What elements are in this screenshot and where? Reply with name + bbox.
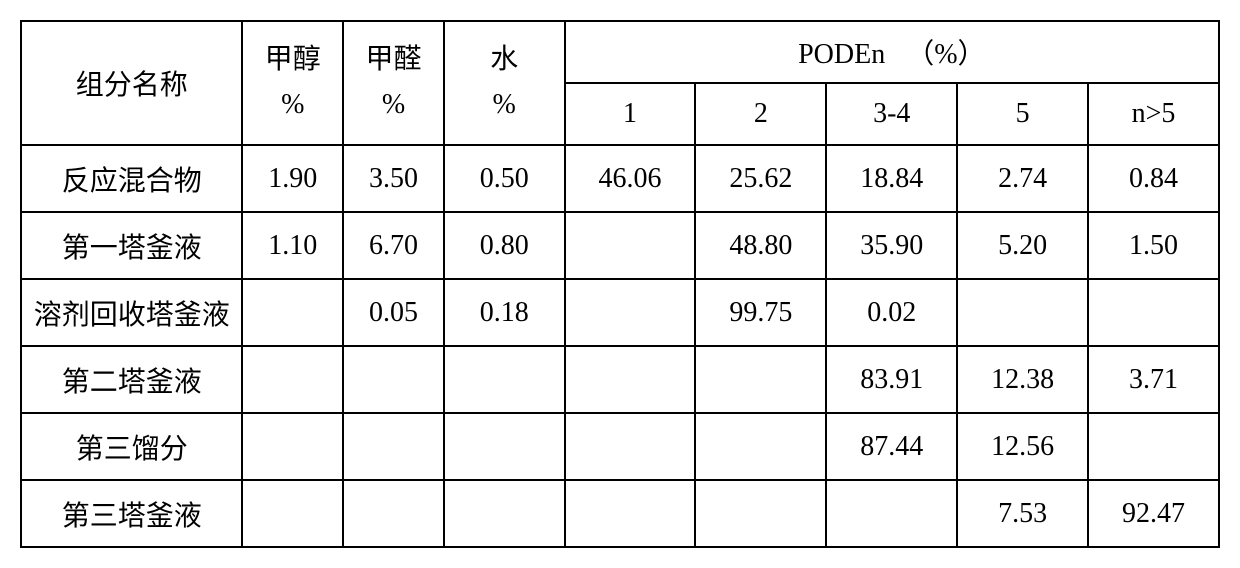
header-methanol: 甲醇 % (242, 21, 343, 145)
cell-p5: 12.56 (957, 413, 1088, 480)
table-body: 反应混合物 1.90 3.50 0.50 46.06 25.62 18.84 2… (21, 145, 1219, 547)
cell-p3-4: 0.02 (826, 279, 957, 346)
cell-p3-4: 87.44 (826, 413, 957, 480)
cell-water (444, 480, 565, 547)
cell-p1 (565, 346, 696, 413)
cell-pn5: 3.71 (1088, 346, 1219, 413)
subheader-2: 2 (695, 83, 826, 145)
table-row: 第三馏分 87.44 12.56 (21, 413, 1219, 480)
header-water: 水 % (444, 21, 565, 145)
cell-formaldehyde (343, 413, 444, 480)
header-methanol-percent: % (281, 83, 304, 128)
subheader-n5: n>5 (1088, 83, 1219, 145)
row-label: 第三塔釜液 (21, 480, 242, 547)
cell-methanol (242, 413, 343, 480)
table-row: 反应混合物 1.90 3.50 0.50 46.06 25.62 18.84 2… (21, 145, 1219, 212)
cell-pn5: 0.84 (1088, 145, 1219, 212)
cell-pn5: 1.50 (1088, 212, 1219, 279)
cell-p5: 5.20 (957, 212, 1088, 279)
cell-water: 0.80 (444, 212, 565, 279)
cell-methanol: 1.10 (242, 212, 343, 279)
table-row: 第一塔釜液 1.10 6.70 0.80 48.80 35.90 5.20 1.… (21, 212, 1219, 279)
header-water-percent: % (493, 83, 516, 128)
cell-p3-4: 35.90 (826, 212, 957, 279)
cell-pn5: 92.47 (1088, 480, 1219, 547)
header-formaldehyde-percent: % (382, 83, 405, 128)
table-row: 第二塔釜液 83.91 12.38 3.71 (21, 346, 1219, 413)
cell-methanol (242, 480, 343, 547)
cell-p2: 48.80 (695, 212, 826, 279)
cell-water: 0.50 (444, 145, 565, 212)
row-label: 反应混合物 (21, 145, 242, 212)
cell-p5: 2.74 (957, 145, 1088, 212)
cell-formaldehyde: 6.70 (343, 212, 444, 279)
cell-p2 (695, 480, 826, 547)
header-methanol-label: 甲醇 (265, 38, 321, 83)
cell-p3-4 (826, 480, 957, 547)
cell-p1 (565, 212, 696, 279)
cell-methanol (242, 279, 343, 346)
cell-p5 (957, 279, 1088, 346)
header-poden-group: PODEn （%） (565, 21, 1219, 83)
header-water-label: 水 (490, 38, 518, 83)
cell-methanol (242, 346, 343, 413)
composition-table: 组分名称 甲醇 % 甲醛 % 水 % PODEn （% (20, 20, 1220, 548)
cell-p2: 25.62 (695, 145, 826, 212)
cell-water (444, 346, 565, 413)
cell-p3-4: 83.91 (826, 346, 957, 413)
table-row: 第三塔釜液 7.53 92.47 (21, 480, 1219, 547)
header-poden-label: PODEn (798, 39, 885, 70)
header-poden-percent: （%） (906, 39, 985, 70)
cell-p1 (565, 279, 696, 346)
row-label: 第一塔釜液 (21, 212, 242, 279)
cell-p2 (695, 346, 826, 413)
cell-p5: 12.38 (957, 346, 1088, 413)
cell-formaldehyde (343, 480, 444, 547)
row-label: 溶剂回收塔釜液 (21, 279, 242, 346)
header-formaldehyde-label: 甲醛 (365, 38, 421, 83)
subheader-1: 1 (565, 83, 696, 145)
cell-formaldehyde: 0.05 (343, 279, 444, 346)
row-label: 第三馏分 (21, 413, 242, 480)
cell-p1 (565, 480, 696, 547)
cell-methanol: 1.90 (242, 145, 343, 212)
header-component-name: 组分名称 (21, 21, 242, 145)
cell-water (444, 413, 565, 480)
cell-p5: 7.53 (957, 480, 1088, 547)
subheader-5: 5 (957, 83, 1088, 145)
cell-p1: 46.06 (565, 145, 696, 212)
row-label: 第二塔釜液 (21, 346, 242, 413)
cell-formaldehyde: 3.50 (343, 145, 444, 212)
cell-water: 0.18 (444, 279, 565, 346)
cell-formaldehyde (343, 346, 444, 413)
cell-p3-4: 18.84 (826, 145, 957, 212)
table-row: 溶剂回收塔釜液 0.05 0.18 99.75 0.02 (21, 279, 1219, 346)
subheader-3-4: 3-4 (826, 83, 957, 145)
cell-p1 (565, 413, 696, 480)
cell-p2 (695, 413, 826, 480)
cell-pn5 (1088, 279, 1219, 346)
header-formaldehyde: 甲醛 % (343, 21, 444, 145)
cell-p2: 99.75 (695, 279, 826, 346)
cell-pn5 (1088, 413, 1219, 480)
